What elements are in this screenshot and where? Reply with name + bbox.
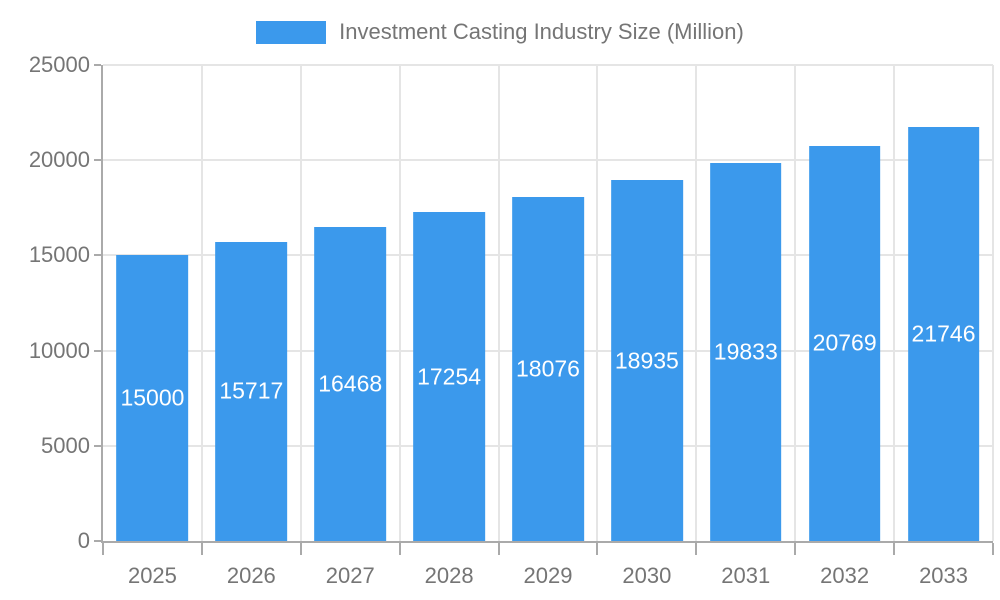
x-axis-tick-label: 2027 bbox=[325, 563, 375, 588]
y-axis-tick bbox=[94, 159, 101, 162]
x-axis-tick-label: 2028 bbox=[424, 563, 474, 588]
x-axis-tick bbox=[596, 543, 599, 555]
vertical-gridline bbox=[992, 65, 994, 541]
horizontal-gridline bbox=[103, 159, 993, 162]
x-axis-tick-label: 2030 bbox=[622, 563, 672, 588]
x-axis-tick-label: 2031 bbox=[721, 563, 771, 588]
vertical-gridline bbox=[200, 65, 203, 541]
y-axis-tick-label: 5000 bbox=[41, 432, 90, 458]
bar-value-label: 18935 bbox=[614, 347, 679, 374]
x-axis-tick bbox=[992, 543, 994, 555]
y-axis-tick bbox=[94, 444, 101, 447]
vertical-gridline bbox=[695, 65, 698, 541]
bar-column: 15000 bbox=[103, 65, 202, 541]
x-axis-tick bbox=[497, 543, 500, 555]
bar-column: 17254 bbox=[400, 65, 499, 541]
bar-column: 21746 bbox=[894, 65, 993, 541]
vertical-gridline bbox=[299, 65, 302, 541]
bar-value-label: 18076 bbox=[515, 355, 580, 382]
y-axis-tick bbox=[94, 349, 101, 352]
bar-column: 18076 bbox=[499, 65, 598, 541]
bar-2028[interactable]: 17254 bbox=[413, 212, 485, 541]
x-axis-tick-label: 2025 bbox=[127, 563, 177, 588]
x-axis-tick bbox=[893, 543, 896, 555]
bar-value-label: 15717 bbox=[219, 377, 284, 404]
vertical-gridline bbox=[596, 65, 599, 541]
legend-color-swatch bbox=[256, 20, 327, 44]
bar-value-label: 20769 bbox=[812, 329, 877, 356]
vertical-gridline bbox=[794, 65, 797, 541]
x-axis-tick-label: 2033 bbox=[919, 563, 969, 588]
bar-2030[interactable]: 18935 bbox=[611, 180, 683, 541]
y-axis-tick bbox=[94, 540, 101, 542]
bar-column: 20769 bbox=[795, 65, 894, 541]
bar-2031[interactable]: 19833 bbox=[709, 163, 782, 541]
y-axis-tick-label: 20000 bbox=[28, 147, 90, 173]
vertical-gridline bbox=[398, 65, 401, 541]
bar-2025[interactable]: 15000 bbox=[116, 255, 189, 541]
x-axis-tick-label: 2026 bbox=[226, 563, 276, 588]
bar-column: 15717 bbox=[202, 65, 301, 541]
bar-column: 19833 bbox=[696, 65, 795, 541]
bar-2027[interactable]: 16468 bbox=[314, 227, 387, 541]
y-axis-tick-label: 15000 bbox=[28, 242, 90, 268]
bar-2029[interactable]: 18076 bbox=[512, 196, 584, 541]
bar-value-label: 15000 bbox=[120, 384, 185, 411]
x-axis-tick-label: 2029 bbox=[523, 563, 573, 588]
x-axis-tick bbox=[794, 543, 797, 555]
bar-column: 16468 bbox=[301, 65, 400, 541]
bar-2032[interactable]: 20769 bbox=[808, 145, 881, 541]
bar-value-label: 21746 bbox=[911, 320, 976, 347]
y-axis-tick bbox=[94, 64, 101, 66]
x-axis-tick bbox=[102, 543, 104, 555]
vertical-gridline bbox=[497, 65, 500, 541]
bar-value-label: 17254 bbox=[417, 363, 482, 390]
chart-legend[interactable]: Investment Casting Industry Size (Millio… bbox=[0, 19, 1000, 45]
y-axis-tick-label: 10000 bbox=[28, 337, 90, 363]
plot-area: 0 5000 10000 15000 20000 25000 15000 2025 15717 2… bbox=[29, 52, 994, 588]
x-axis-tick-label: 2032 bbox=[820, 563, 870, 588]
vertical-gridline bbox=[893, 65, 896, 541]
y-axis-tick bbox=[94, 254, 101, 257]
y-axis-tick-label: 0 bbox=[77, 528, 90, 553]
x-axis-tick bbox=[200, 543, 203, 555]
x-axis-tick bbox=[299, 543, 302, 555]
bar-value-label: 16468 bbox=[318, 370, 383, 397]
bar-2033[interactable]: 21746 bbox=[907, 126, 980, 541]
y-axis-tick-label: 25000 bbox=[28, 52, 90, 77]
bar-column: 18935 bbox=[597, 65, 696, 541]
bar-value-label: 19833 bbox=[713, 338, 778, 365]
x-axis-tick bbox=[695, 543, 698, 555]
bar-2026[interactable]: 15717 bbox=[215, 241, 288, 541]
x-axis-tick bbox=[398, 543, 401, 555]
horizontal-gridline bbox=[103, 64, 993, 66]
legend-series-label: Investment Casting Industry Size (Millio… bbox=[339, 19, 744, 44]
